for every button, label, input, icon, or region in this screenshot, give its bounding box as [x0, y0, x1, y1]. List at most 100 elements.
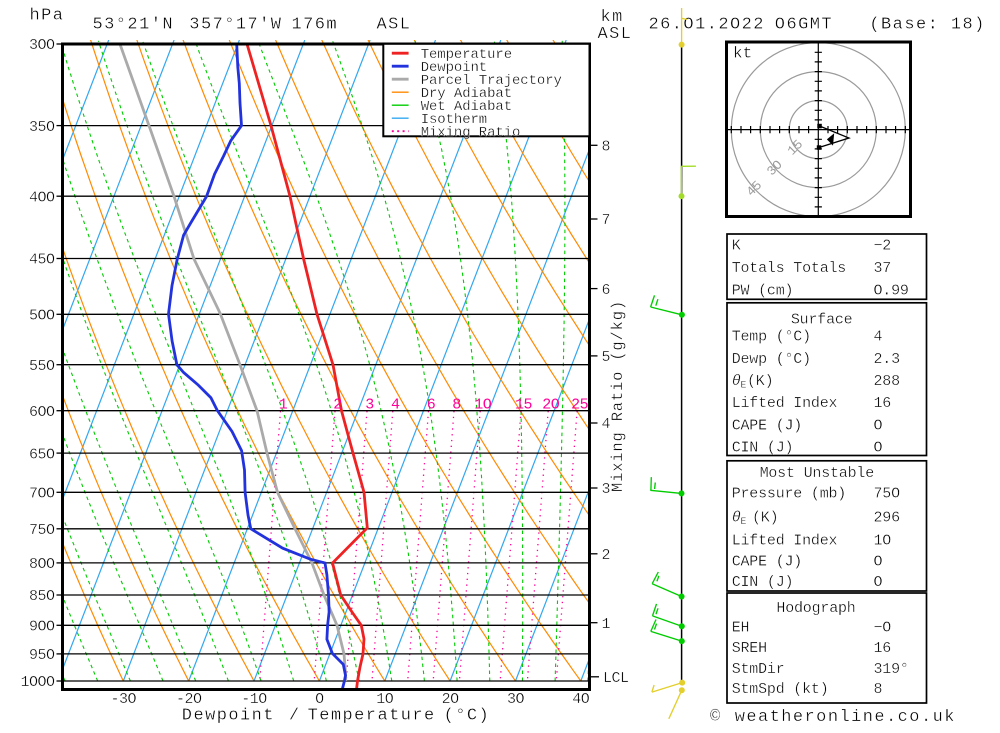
svg-text:85O: 85O — [29, 588, 55, 605]
svg-text:3: 3 — [365, 397, 374, 414]
svg-text:2: 2 — [333, 397, 342, 414]
svg-text:K: K — [732, 238, 741, 255]
svg-text:5OO: 5OO — [29, 308, 55, 325]
svg-text:1O: 1O — [874, 533, 892, 550]
svg-text:(K): (K) — [747, 373, 773, 390]
svg-text:EH: EH — [732, 620, 750, 637]
svg-text:-1O: -1O — [241, 691, 267, 708]
svg-text:-2O: -2O — [176, 691, 202, 708]
svg-text:3O: 3O — [507, 691, 525, 708]
svg-text:1O: 1O — [376, 691, 394, 708]
svg-text:9OO: 9OO — [29, 619, 55, 636]
svg-text:55O: 55O — [29, 358, 55, 375]
svg-text:1OOO: 1OOO — [20, 674, 55, 691]
svg-text:4O: 4O — [572, 691, 590, 708]
svg-text:(K): (K) — [752, 510, 778, 527]
svg-text:25: 25 — [571, 397, 589, 414]
svg-text:288: 288 — [874, 373, 901, 390]
svg-text:4: 4 — [391, 397, 400, 414]
svg-text:Dewpoint/Temperature(°C): Dewpoint / Temperature (°C) — [182, 707, 490, 726]
svg-text:3OO: 3OO — [29, 37, 55, 54]
svg-text:Dewpoint: Dewpoint — [421, 60, 487, 76]
svg-text:O.99: O.99 — [874, 283, 909, 300]
svg-text:Lifted Index: Lifted Index — [732, 533, 838, 550]
svg-text:1: 1 — [279, 397, 288, 414]
svg-text:95O: 95O — [29, 647, 55, 664]
svg-text:8: 8 — [874, 681, 883, 698]
svg-text:Mixing Ratio (g/kg): Mixing Ratio (g/kg) — [609, 300, 627, 492]
svg-text:296: 296 — [874, 510, 901, 527]
svg-text:8: 8 — [602, 139, 611, 156]
svg-text:65O: 65O — [29, 446, 55, 463]
svg-text:θ: θ — [732, 510, 741, 527]
svg-text:Isotherm: Isotherm — [421, 112, 487, 128]
svg-text:6: 6 — [602, 282, 611, 299]
svg-text:Dewp (°C): Dewp (°C) — [732, 351, 811, 368]
svg-text:PW (cm): PW (cm) — [732, 283, 794, 300]
svg-text:45O: 45O — [29, 252, 55, 269]
svg-text:Parcel Trajectory: Parcel Trajectory — [421, 73, 562, 89]
svg-text:O: O — [874, 574, 883, 591]
svg-text:1O: 1O — [474, 397, 492, 414]
svg-text:1: 1 — [602, 616, 611, 633]
svg-text:7: 7 — [602, 212, 611, 229]
svg-text:©: © — [710, 708, 722, 727]
svg-text:CIN (J): CIN (J) — [732, 440, 794, 457]
svg-text:5: 5 — [602, 349, 611, 366]
svg-text:Temperature: Temperature — [421, 47, 512, 63]
svg-text:7OO: 7OO — [29, 486, 55, 503]
svg-text:4: 4 — [602, 416, 611, 433]
svg-text:75O: 75O — [874, 486, 901, 503]
svg-text:35O: 35O — [29, 119, 55, 136]
svg-text:θ: θ — [732, 373, 741, 390]
svg-text:E: E — [741, 517, 747, 528]
svg-text:CIN (J): CIN (J) — [732, 574, 794, 591]
svg-text:CAPE (J): CAPE (J) — [732, 418, 802, 435]
svg-text:4OO: 4OO — [29, 189, 55, 206]
svg-text:4: 4 — [874, 329, 883, 346]
svg-text:8: 8 — [452, 397, 461, 414]
svg-text:StmSpd (kt): StmSpd (kt) — [732, 681, 829, 698]
svg-text:16: 16 — [874, 395, 892, 412]
svg-text:75O: 75O — [29, 522, 55, 539]
svg-text:2O: 2O — [542, 397, 560, 414]
svg-text:319°: 319° — [874, 661, 909, 678]
svg-text:2: 2 — [602, 547, 611, 564]
svg-text:StmDir: StmDir — [732, 661, 785, 678]
svg-text:15: 15 — [515, 397, 533, 414]
svg-text:−2: −2 — [874, 238, 892, 255]
svg-text:Dry Adiabat: Dry Adiabat — [421, 86, 512, 102]
svg-text:16: 16 — [874, 640, 892, 657]
svg-text:Totals Totals: Totals Totals — [732, 260, 846, 277]
svg-text:-3O: -3O — [111, 691, 137, 708]
svg-text:weatheronline.co.uk: weatheronline.co.uk — [735, 708, 956, 727]
svg-text:6OO: 6OO — [29, 404, 55, 421]
svg-text:O: O — [874, 554, 883, 571]
svg-text:Wet Adiabat: Wet Adiabat — [421, 99, 512, 115]
svg-text:O: O — [874, 418, 883, 435]
svg-text:Mixing Ratio: Mixing Ratio — [421, 125, 521, 141]
svg-text:8OO: 8OO — [29, 556, 55, 573]
svg-text:hPa: hPa — [30, 7, 65, 26]
svg-text:ASL: ASL — [598, 25, 633, 44]
svg-text:Surface: Surface — [791, 312, 853, 329]
svg-text:O: O — [874, 440, 883, 457]
svg-text:2O: 2O — [442, 691, 460, 708]
svg-text:km: km — [601, 8, 624, 27]
svg-text:LCL: LCL — [603, 670, 629, 687]
svg-text:E: E — [741, 381, 747, 392]
svg-text:O: O — [315, 691, 324, 708]
svg-text:Pressure (mb): Pressure (mb) — [732, 486, 846, 503]
svg-text:6: 6 — [427, 397, 436, 414]
svg-text:Most Unstable: Most Unstable — [760, 465, 875, 482]
svg-text:−O: −O — [874, 620, 892, 637]
svg-text:3: 3 — [602, 481, 611, 498]
svg-text:Hodograph: Hodograph — [776, 600, 855, 617]
svg-text:Lifted Index: Lifted Index — [732, 395, 838, 412]
svg-text:Temp (°C): Temp (°C) — [732, 329, 811, 346]
svg-text:2.3: 2.3 — [874, 351, 901, 368]
svg-text:37: 37 — [874, 260, 892, 277]
svg-text:kt: kt — [733, 44, 752, 62]
